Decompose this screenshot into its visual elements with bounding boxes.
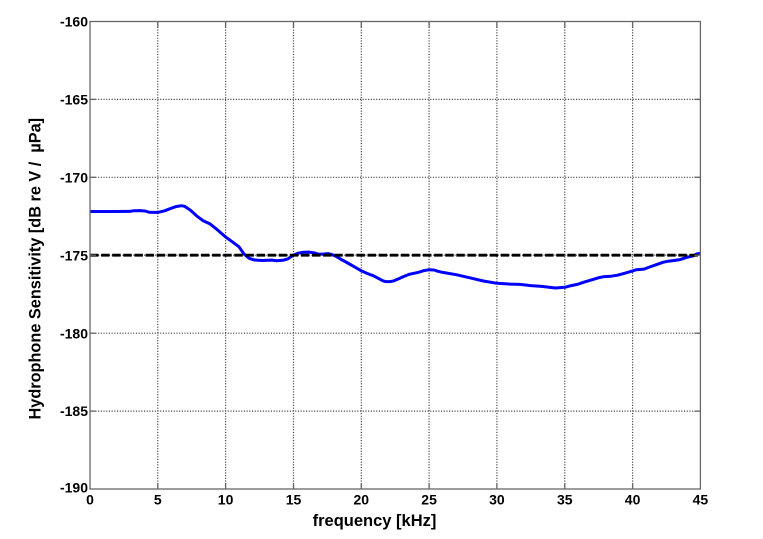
svg-text:0: 0: [86, 491, 94, 507]
svg-text:-160: -160: [60, 14, 88, 30]
svg-text:45: 45: [693, 491, 709, 507]
svg-text:Hydrophone Sensitivity [dB re: Hydrophone Sensitivity [dB re V / µPa]: [27, 118, 45, 420]
svg-text:30: 30: [489, 491, 505, 507]
svg-text:-180: -180: [60, 325, 88, 341]
svg-text:-175: -175: [60, 247, 88, 263]
svg-text:35: 35: [557, 491, 573, 507]
svg-text:25: 25: [421, 491, 437, 507]
svg-text:-170: -170: [60, 169, 88, 185]
svg-text:10: 10: [218, 491, 234, 507]
svg-text:frequency [kHz]: frequency [kHz]: [313, 512, 437, 530]
svg-text:-185: -185: [60, 403, 88, 419]
svg-text:-190: -190: [60, 480, 88, 496]
svg-text:20: 20: [354, 491, 370, 507]
svg-text:-165: -165: [60, 92, 88, 108]
svg-text:5: 5: [154, 491, 162, 507]
svg-text:15: 15: [286, 491, 302, 507]
svg-text:40: 40: [625, 491, 641, 507]
